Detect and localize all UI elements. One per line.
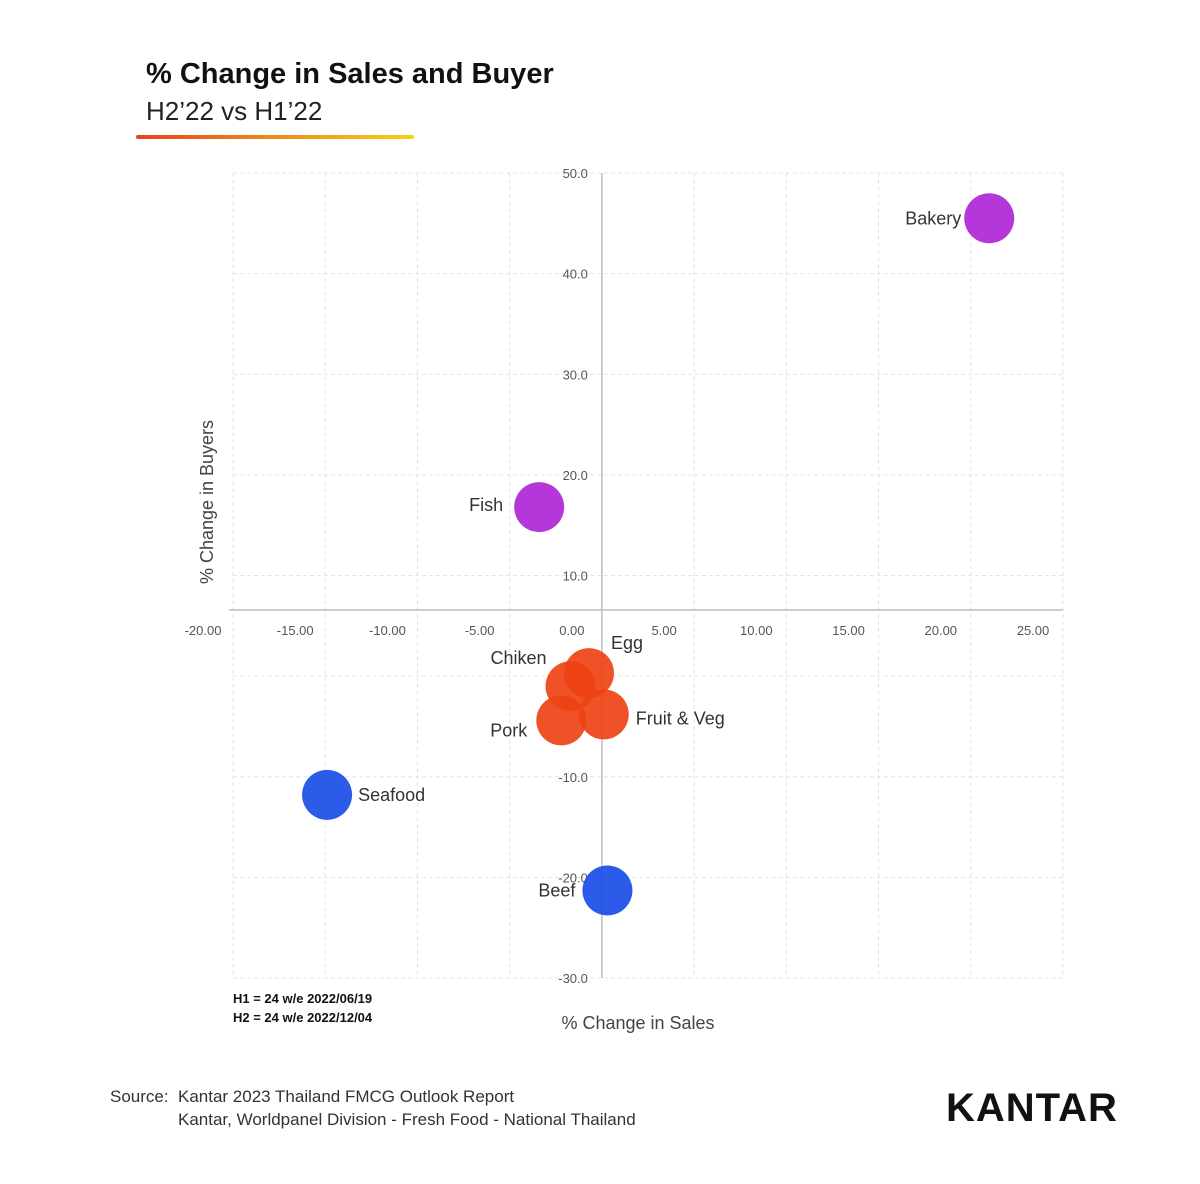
x-tick-label: 25.00 xyxy=(1017,623,1050,638)
footnote-h2: H2 = 24 w/e 2022/12/04 xyxy=(233,1010,373,1025)
x-tick-label: -10.00 xyxy=(369,623,406,638)
x-tick-label: -15.00 xyxy=(277,623,314,638)
point-fish xyxy=(514,482,565,533)
point-beef xyxy=(582,865,633,916)
point-egg xyxy=(563,648,614,699)
y-tick-label: 10.0 xyxy=(563,569,588,584)
scatter-chart: 50.040.030.020.010.00.0-10.0-20.0-30.0-2… xyxy=(185,166,1064,1033)
title-underline xyxy=(136,135,414,139)
x-tick-label: 15.00 xyxy=(832,623,865,638)
x-tick-label: 20.00 xyxy=(925,623,958,638)
y-tick-label: -10.0 xyxy=(558,770,588,785)
point-label-seafood: Seafood xyxy=(358,785,425,805)
point-label-pork: Pork xyxy=(490,720,528,740)
source-line-2: Kantar, Worldpanel Division - Fresh Food… xyxy=(178,1110,636,1129)
point-fruit-veg xyxy=(578,689,629,740)
y-tick-label: 20.0 xyxy=(563,468,588,483)
point-label-fruit-veg: Fruit & Veg xyxy=(636,708,725,728)
chart-subtitle: H2’22 vs H1’22 xyxy=(146,96,323,126)
x-tick-label: 10.00 xyxy=(740,623,773,638)
y-tick-label: -20.0 xyxy=(558,870,588,885)
y-tick-label: 50.0 xyxy=(563,166,588,181)
point-seafood xyxy=(302,769,353,820)
y-axis-title: % Change in Buyers xyxy=(197,420,217,584)
x-tick-label: -5.00 xyxy=(465,623,495,638)
footnote-h1: H1 = 24 w/e 2022/06/19 xyxy=(233,991,373,1006)
y-tick-label: 40.0 xyxy=(563,267,588,282)
point-label-fish: Fish xyxy=(469,495,503,515)
kantar-logo: KANTAR xyxy=(946,1086,1118,1130)
y-tick-label: -30.0 xyxy=(558,971,588,986)
source-label: Source: xyxy=(110,1087,169,1106)
point-label-chiken: Chiken xyxy=(491,648,547,668)
x-axis-title: % Change in Sales xyxy=(561,1013,714,1033)
point-pork xyxy=(536,695,587,746)
x-tick-label: 5.00 xyxy=(651,623,676,638)
x-tick-label: -20.00 xyxy=(185,623,222,638)
point-label-bakery: Bakery xyxy=(905,208,961,228)
x-tick-label: 0.00 xyxy=(559,623,584,638)
point-bakery xyxy=(964,193,1015,244)
chart-title: % Change in Sales and Buyer xyxy=(146,58,554,90)
point-label-egg: Egg xyxy=(611,633,643,653)
y-tick-label: 30.0 xyxy=(563,367,588,382)
source-line-1: Kantar 2023 Thailand FMCG Outlook Report xyxy=(178,1087,515,1106)
point-label-beef: Beef xyxy=(538,880,576,900)
